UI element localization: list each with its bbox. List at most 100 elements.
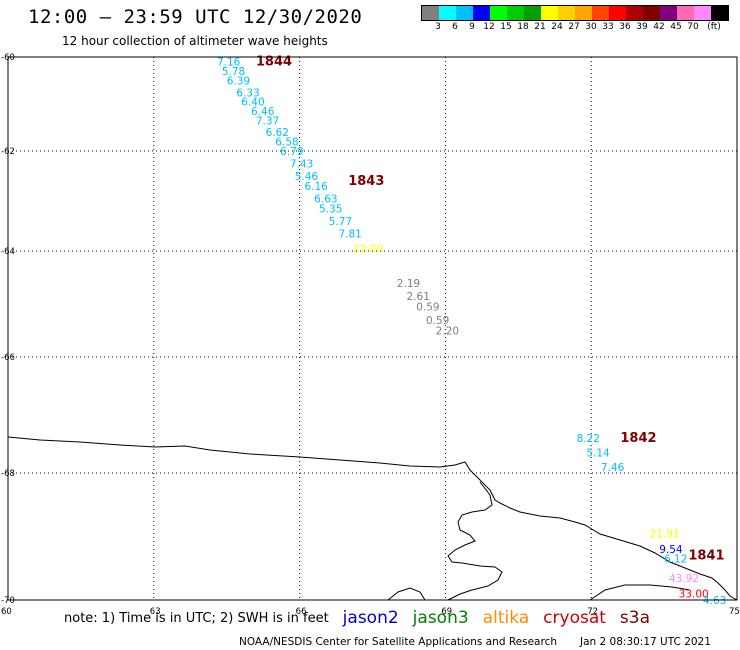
- legend-swatch: [490, 6, 507, 20]
- legend-label: 70: [687, 22, 699, 32]
- swh-value: 21.91: [650, 528, 680, 540]
- legend-label: 6: [452, 22, 458, 32]
- pass-number: 1842: [620, 431, 656, 446]
- satellite-name: altika: [482, 608, 530, 628]
- coast-segment-east: [589, 584, 691, 601]
- swh-value: 6.46: [251, 106, 275, 118]
- pass-number: 1844: [256, 55, 292, 70]
- lat-tick-label: -70: [1, 596, 15, 606]
- swh-value: 5.78: [222, 66, 245, 78]
- swh-value: 33.00: [679, 589, 709, 601]
- legend-label: 24: [551, 22, 563, 32]
- footer-note: note: 1) Time is in UTC; 2) SWH is in fe…: [64, 608, 664, 631]
- legend-swatch: [592, 6, 609, 20]
- swh-value: 6.12: [664, 554, 687, 566]
- legend-swatch: [711, 6, 728, 20]
- map-title: 12:00 – 23:59 UTC 12/30/2020: [28, 6, 363, 28]
- legend-label: 3: [435, 22, 441, 32]
- swh-value: 5.35: [319, 204, 342, 216]
- legend-swatch: [524, 6, 541, 20]
- swh-value: 6.58: [275, 137, 298, 149]
- lon-tick-label: 66: [296, 607, 307, 617]
- swh-value: 7.37: [256, 115, 279, 127]
- antarctic-coastline: [7, 436, 738, 601]
- pass-number: 1843: [348, 174, 384, 189]
- satellite-name: jason2: [342, 608, 399, 628]
- swh-value: 8.22: [577, 433, 600, 445]
- legend-swatch: [422, 6, 439, 20]
- legend-swatch: [626, 6, 643, 20]
- satellite-list: jason2 jason3 altika cryosat s3a: [342, 608, 664, 631]
- swh-value: 6.79: [280, 146, 303, 158]
- plot-border: [7, 56, 738, 601]
- legend-labels: 3 6 9 12 15 18 21 24 27 30 33 36 39 42 45 70 (ft): [421, 22, 740, 34]
- legend-label: 12: [483, 22, 495, 32]
- legend-swatch: [456, 6, 473, 20]
- coast-segment-south: [387, 587, 426, 601]
- legend-swatch: [677, 6, 694, 20]
- note-text: note: 1) Time is in UTC; 2) SWH is in fe…: [64, 611, 329, 626]
- pass-number: 1841: [688, 549, 724, 564]
- swh-value: 5.14: [586, 448, 610, 460]
- legend-label: 36: [619, 22, 631, 32]
- legend-swatch: [439, 6, 456, 20]
- legend-swatch: [507, 6, 524, 20]
- legend-swatch: [575, 6, 592, 20]
- swh-value: 22.00: [353, 244, 383, 256]
- ice-shelf-boundary: [447, 481, 503, 601]
- lon-tick-label: 60: [1, 607, 12, 617]
- legend-label: 15: [500, 22, 512, 32]
- legend-label: 18: [517, 22, 529, 32]
- legend-swatch: [473, 6, 490, 20]
- swh-value: 2.61: [407, 291, 430, 303]
- satellite-name: s3a: [619, 608, 651, 628]
- satellite-name: jason3: [412, 608, 469, 628]
- color-legend: [421, 5, 729, 21]
- legend-label: 42: [653, 22, 665, 32]
- swh-value: 6.39: [227, 76, 250, 88]
- legend-swatch: [694, 6, 711, 20]
- lon-tick-label: 63: [150, 607, 161, 617]
- lat-lon-grid: 60 63 66 69 72 75-60-62-64-66-68-70: [1, 53, 740, 617]
- legend-swatch: [541, 6, 558, 20]
- legend-swatch: [643, 6, 660, 20]
- legend-label: 21: [534, 22, 546, 32]
- swh-value: 0.59: [416, 302, 439, 314]
- swh-value: 6.16: [304, 181, 328, 193]
- swh-value: 6.33: [236, 87, 259, 99]
- swh-value: 7.16: [217, 57, 241, 69]
- swh-value: 7.81: [338, 229, 361, 241]
- legend-label: 27: [568, 22, 580, 32]
- swh-value: 4.63: [703, 595, 726, 607]
- pass-labels: 1844 1843 1842 1841: [256, 55, 725, 564]
- legend-swatch: [558, 6, 575, 20]
- coastline: [7, 436, 738, 601]
- swh-value: 7.46: [601, 462, 625, 474]
- swh-value: 6.40: [241, 97, 264, 109]
- legend-label: 45: [670, 22, 682, 32]
- legend-label: 30: [585, 22, 597, 32]
- legend-label: 9: [469, 22, 475, 32]
- swh-value: 6.63: [314, 194, 337, 206]
- lon-tick-label: 72: [587, 607, 598, 617]
- swh-value: 7.43: [290, 159, 313, 171]
- swh-value: 6.62: [266, 127, 289, 139]
- lon-tick-label: 75: [729, 607, 740, 617]
- legend-label: (ft): [707, 22, 721, 32]
- swh-value: 43.92: [669, 573, 699, 585]
- swh-value: 5.46: [295, 171, 319, 183]
- legend-swatch: [609, 6, 626, 20]
- legend-swatch: [660, 6, 677, 20]
- credit-line: NOAA/NESDIS Center for Satellite Applica…: [239, 636, 557, 648]
- swh-value: 5.77: [329, 216, 352, 228]
- swh-value: 2.20: [436, 326, 459, 338]
- swh-value: 2.19: [397, 278, 420, 290]
- generation-date: Jan 2 08:30:17 UTC 2021: [580, 636, 711, 648]
- swh-value: 0.59: [426, 315, 449, 327]
- satellite-name: cryosat: [543, 608, 606, 628]
- legend-label: 39: [636, 22, 648, 32]
- map-subtitle: 12 hour collection of altimeter wave hei…: [62, 34, 328, 48]
- lon-tick-label: 69: [441, 607, 452, 617]
- legend-label: 33: [602, 22, 614, 32]
